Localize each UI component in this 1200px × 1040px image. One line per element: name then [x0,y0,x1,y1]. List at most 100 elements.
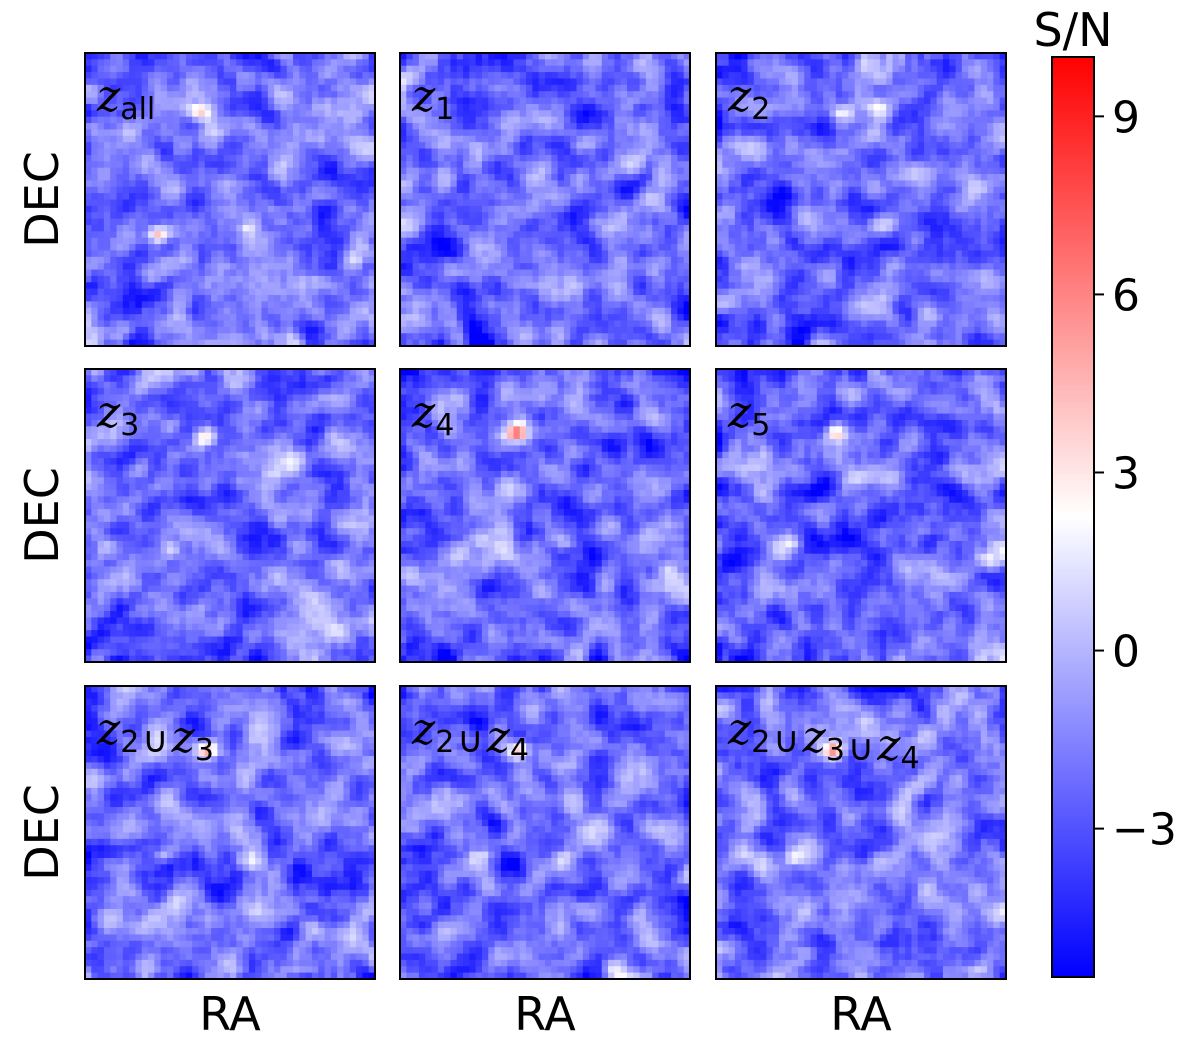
heatmap-cell [198,117,205,124]
heatmap-cell [450,314,457,321]
heatmap-cell [110,123,117,130]
heatmap-cell [280,136,287,143]
heatmap-cell [646,244,653,251]
heatmap-cell [488,295,495,302]
heatmap-cell [729,59,736,66]
heatmap-cell [198,59,205,66]
heatmap-cell [501,314,508,321]
heatmap-cell [362,333,369,340]
heatmap-cell [513,72,520,79]
heatmap-cell [450,238,457,245]
heatmap-cell [217,85,224,92]
heatmap-cell [211,289,218,296]
heatmap-cell [665,168,672,175]
heatmap-cell [274,180,281,187]
heatmap-cell [167,270,174,277]
heatmap-cell [110,263,117,270]
heatmap-cell [671,231,678,238]
heatmap-cell [438,129,445,136]
heatmap-cell [469,53,476,60]
heatmap-cell [861,129,868,136]
heatmap-cell [249,98,256,105]
heatmap-cell [501,142,508,149]
heatmap-cell [469,219,476,226]
heatmap-cell [893,72,900,79]
heatmap-cell [129,129,136,136]
heatmap-cell [658,91,665,98]
heatmap-cell [142,238,149,245]
heatmap-cell [577,276,584,283]
heatmap-cell [299,250,306,257]
heatmap-cell [419,327,426,334]
heatmap-cell [652,327,659,334]
heatmap-cell [161,149,168,156]
heatmap-cell [224,149,231,156]
heatmap-cell [167,238,174,245]
heatmap-cell [842,117,849,124]
heatmap-cell [551,180,558,187]
heatmap-cell [444,168,451,175]
heatmap-cell [583,187,590,194]
heatmap-cell [129,72,136,79]
heatmap-cell [583,244,590,251]
heatmap-cell [306,276,313,283]
heatmap-cell [501,91,508,98]
heatmap-cell [621,225,628,232]
heatmap-cell [110,225,117,232]
heatmap-cell [85,53,92,60]
heatmap-cell [198,321,205,328]
heatmap-cell [331,85,338,92]
heatmap-cell [343,149,350,156]
heatmap-cell [665,98,672,105]
heatmap-cell [123,155,130,162]
heatmap-cell [230,129,237,136]
heatmap-cell [482,85,489,92]
heatmap-cell [268,270,275,277]
heatmap-cell [325,321,332,328]
heatmap-cell [318,314,325,321]
heatmap-cell [520,91,527,98]
heatmap-cell [224,98,231,105]
heatmap-cell [551,244,558,251]
heatmap-cell [633,180,640,187]
heatmap-cell [577,206,584,213]
heatmap-cell [848,123,855,130]
heatmap-cell [861,85,868,92]
heatmap-cell [318,270,325,277]
heatmap-cell [627,231,634,238]
heatmap-cell [167,200,174,207]
heatmap-cell [98,289,105,296]
heatmap-cell [722,136,729,143]
heatmap-cell [501,225,508,232]
heatmap-cell [343,321,350,328]
heatmap-cell [595,59,602,66]
heatmap-cell [564,123,571,130]
heatmap-cell [205,244,212,251]
heatmap-cell [457,219,464,226]
heatmap-cell [217,123,224,130]
heatmap-cell [811,149,818,156]
heatmap-cell [117,206,124,213]
heatmap-cell [526,295,533,302]
heatmap-cell [880,59,887,66]
heatmap-cell [476,301,483,308]
heatmap-cell [463,149,470,156]
heatmap-cell [230,314,237,321]
heatmap-cell [677,129,684,136]
heatmap-cell [507,276,514,283]
heatmap-cell [173,212,180,219]
heatmap-cell [974,59,981,66]
heatmap-cell [331,155,338,162]
heatmap-cell [343,66,350,73]
heatmap-cell [570,174,577,181]
heatmap-cell [444,136,451,143]
heatmap-cell [268,289,275,296]
heatmap-cell [539,200,546,207]
heatmap-cell [861,91,868,98]
heatmap-cell [501,289,508,296]
heatmap-cell [224,206,231,213]
heatmap-cell [930,66,937,73]
heatmap-cell [943,123,950,130]
heatmap-cell [148,187,155,194]
heatmap-cell [148,180,155,187]
